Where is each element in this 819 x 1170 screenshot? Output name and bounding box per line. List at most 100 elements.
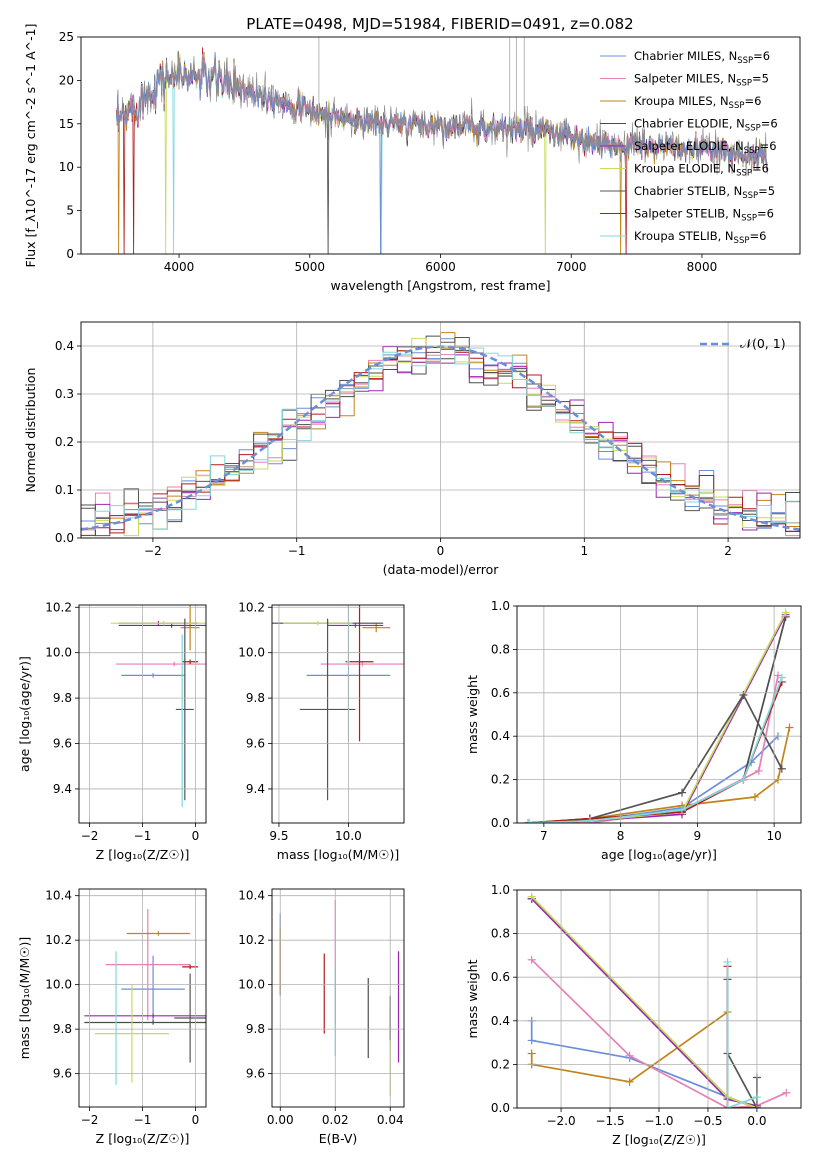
weight-marker (678, 788, 687, 797)
plot-area (110, 605, 206, 808)
y-tick-label: 9.6 (53, 1067, 72, 1081)
legend-label-suffix: =6 (744, 94, 761, 108)
weight-marker (625, 1051, 634, 1060)
plot-area (115, 37, 768, 254)
legend-label-main: Salpeter MILES, N (634, 72, 736, 86)
x-tick-label: 4000 (164, 260, 195, 274)
weight-marker (723, 957, 732, 966)
y-axis-label: mass [log₁₀(M/M☉)] (17, 937, 32, 1059)
weight-marker (750, 792, 759, 801)
axes-frame (516, 605, 802, 824)
y-tick-label: 0.6 (491, 686, 510, 700)
x-tick-label: −0.5 (693, 1114, 722, 1128)
y-tick-label: 10 (59, 160, 74, 174)
legend-label-main: Chabrier STELIB, N (634, 184, 742, 198)
y-tick-label: 10.2 (238, 933, 265, 947)
legend-label: Kroupa STELIB, NSSP=6 (634, 229, 766, 246)
x-tick-label: 9 (694, 829, 702, 843)
plot-area (279, 900, 400, 1096)
x-tick-label: 0 (192, 1113, 200, 1127)
weight-marker (781, 608, 790, 617)
weight-line (531, 959, 787, 1108)
y-axis-label: Normed distribution (23, 368, 38, 493)
weight-line (531, 895, 758, 1108)
axes-frame (78, 888, 207, 1108)
y-tick-label: 10.0 (45, 978, 72, 992)
y-tick-label: 9.4 (246, 782, 265, 796)
y-tick-label: 0 (66, 247, 74, 261)
y-tick-label: 9.8 (246, 691, 265, 705)
axes-spectrum: 4000 5000 6000 7000 8000 0 5 10 15 20 25 wavelength… (23, 24, 801, 293)
legend-label: 𝒩(0, 1) (740, 336, 786, 351)
weight-marker (782, 1088, 791, 1097)
weight-marker (785, 723, 794, 732)
x-tick-label: −1 (134, 1113, 152, 1127)
y-tick-label: 0.0 (55, 531, 74, 545)
x-tick-label: −2 (81, 829, 99, 843)
legend-label-main: Chabrier MILES, N (634, 49, 737, 63)
legend-label-suffix: =6 (752, 162, 769, 176)
y-tick-label: 1.0 (491, 599, 510, 613)
x-tick-label: −1.0 (644, 1114, 673, 1128)
axes-frame (78, 604, 207, 824)
x-tick-label: 7000 (556, 260, 587, 274)
x-axis-label: wavelength [Angstrom, rest frame] (330, 278, 550, 293)
legend-label-sub: SSP (736, 169, 752, 179)
y-axis-label: mass weight (465, 959, 480, 1038)
y-tick-label: 9.6 (246, 1067, 265, 1081)
y-tick-label: 0.0 (491, 1101, 510, 1115)
x-tick-label: −1 (288, 544, 306, 558)
x-tick-label: 10 (766, 829, 781, 843)
x-axis-label: Z [log₁₀(Z/Z☉)] (96, 1131, 190, 1146)
weight-line (528, 616, 787, 823)
y-tick-label: 25 (59, 30, 74, 44)
x-axis-label: Z [log₁₀(Z/Z☉)] (96, 847, 190, 862)
weight-line (528, 693, 783, 823)
y-tick-label: 0.4 (491, 729, 510, 743)
weight-line (528, 614, 787, 823)
x-tick-label: 1 (580, 544, 588, 558)
y-tick-label: 10.2 (45, 600, 72, 614)
legend-label-suffix: =6 (761, 117, 778, 131)
y-tick-label: 0.3 (55, 387, 74, 401)
axes-frame (271, 888, 405, 1108)
weight-marker (524, 819, 533, 823)
x-tick-label: 8 (617, 829, 625, 843)
x-tick-label: 8000 (687, 260, 718, 274)
y-tick-label: 0.1 (55, 483, 74, 497)
weight-marker (585, 816, 594, 823)
x-tick-label: −2 (81, 1113, 99, 1127)
y-tick-label: 0.8 (491, 642, 510, 656)
y-axis-label: mass weight (465, 675, 480, 754)
x-axis-label: age [log₁₀(age/yr)] (601, 847, 717, 862)
observed-spectrum (116, 50, 768, 177)
legend-label-main: Kroupa STELIB, N (634, 229, 734, 243)
y-tick-label: 15 (59, 117, 74, 131)
x-tick-label: 10.0 (335, 829, 362, 843)
y-tick-label: 0.6 (491, 970, 510, 984)
x-axis-label: E(B-V) (319, 1131, 358, 1146)
legend-label-sub: SSP (737, 56, 753, 66)
legend-label-main: Salpeter ELODIE, N (634, 139, 744, 153)
legend-label-sub: SSP (745, 124, 761, 134)
axes-mass-vs-EBV: 0.00 0.02 0.04 9.6 9.8 10.0 10.2 10.4 E(B-V) (238, 888, 405, 1146)
weight-line (726, 961, 758, 1108)
x-tick-label: −2 (144, 544, 162, 558)
y-tick-label: 9.4 (53, 782, 72, 796)
weight-marker (739, 690, 748, 699)
axes-age-vs-Z: −2 −1 0 9.4 9.6 9.8 10.0 10.2 Z [log₁₀(Z/Z☉)] age… (17, 600, 207, 862)
y-tick-label: 0.2 (491, 1057, 510, 1071)
legend-label-main: Salpeter STELIB, N (634, 207, 741, 221)
axes-age-vs-mass: 9.5 10.0 9.4 9.6 9.8 10.0 10.2 mass [log₁₀(M/M☉… (238, 600, 405, 862)
legend-label-main: Kroupa ELODIE, N (634, 162, 736, 176)
axes-frame (516, 889, 802, 1109)
x-tick-label: 0.00 (267, 1113, 294, 1127)
plot-area (272, 605, 404, 801)
y-tick-label: 5 (66, 204, 74, 218)
weight-line (726, 979, 758, 1108)
legend-label: Chabrier ELODIE, NSSP=6 (634, 117, 778, 134)
legend-label-sub: SSP (734, 236, 750, 246)
legend-label: Salpeter MILES, NSSP=5 (634, 72, 769, 89)
y-tick-label: 10.0 (238, 978, 265, 992)
